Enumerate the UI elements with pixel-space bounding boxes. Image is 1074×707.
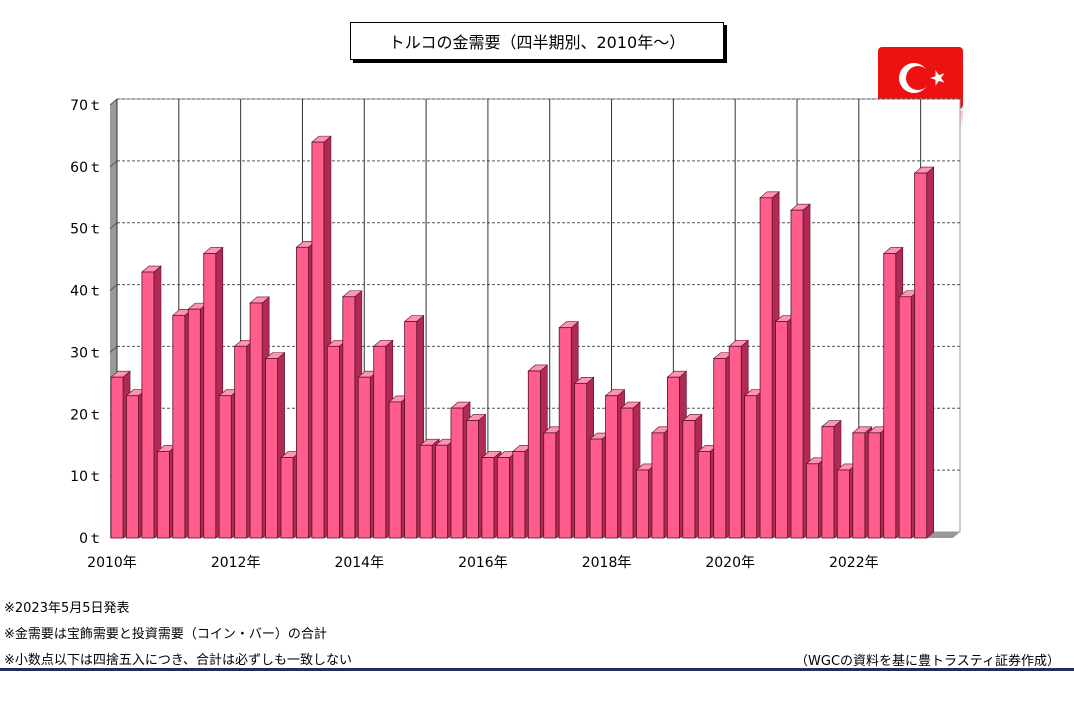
bar-2011Q4 [218,395,232,539]
bar-2022Q3 [883,253,897,539]
y-tick-label: 50ｔ [70,222,102,238]
x-tick-label: 2018年 [582,555,632,571]
x-tick-label: 2022年 [829,555,879,571]
y-tick-label: 10ｔ [70,469,102,485]
y-gridline-diag [109,98,118,106]
bar-2022Q2 [867,432,881,539]
bar-2013Q3 [326,345,340,539]
bar-2016Q4 [527,370,541,539]
y-tick-label: 60ｔ [70,160,102,176]
y-tick-label: 20ｔ [70,407,102,423]
bar-2014Q2 [373,345,387,539]
note-release-date: ※2023年5月5日発表 [4,601,130,616]
bar-2013Q4 [342,296,356,539]
x-tick-label: 2014年 [334,555,384,571]
bar-2011Q2 [187,308,201,539]
bar-2017Q3 [574,382,588,539]
bar-side [926,166,934,539]
bar-2019Q1 [666,376,680,539]
bar-chart: 0ｔ 10ｔ 20ｔ 30ｔ 40ｔ 50ｔ 60ｔ 70ｔ 2010年 2012年 2014年 20… [70,98,961,571]
x-tick-label: 2016年 [458,555,508,571]
x-tick-label: 2012年 [211,555,261,571]
bar-2021Q3 [821,426,835,539]
bar-2012Q3 [265,358,278,539]
note-rounding: ※小数点以下は四捨五入につき、合計は必ずしも一致しない [4,653,352,668]
bottom-divider [0,668,1074,671]
bar-2014Q3 [388,401,402,539]
chart-title: トルコの金需要（四半期別、2010年～） [350,22,724,60]
bar-2023Q1 [914,172,928,539]
bar-2021Q1 [790,209,804,539]
y-tick-label: 40ｔ [70,284,102,300]
bar-2010Q1 [110,376,124,539]
bar-2020Q4 [775,321,789,539]
bar-2018Q3 [636,469,649,539]
y-tick-label: 70ｔ [70,98,102,114]
bar-2012Q2 [249,302,263,539]
bar-2022Q1 [852,432,866,539]
y-tick-label: 30ｔ [70,345,102,361]
bar-2010Q3 [141,271,155,539]
bar-2019Q2 [682,420,696,539]
bar-2019Q4 [713,358,727,539]
bar-2022Q4 [898,296,912,539]
bar-2020Q3 [759,197,773,539]
bar-2015Q4 [466,420,479,539]
bar-2015Q2 [435,444,448,539]
bar-2010Q2 [126,395,139,539]
y-tick-label: 0ｔ [79,531,102,547]
bar-2013Q1 [296,246,309,539]
x-tick-label: 2010年 [87,555,137,571]
bar-2021Q2 [806,463,819,539]
bar-2013Q2 [311,141,325,539]
bar-2020Q1 [728,345,742,539]
bar-2014Q4 [404,321,418,539]
bar-2018Q2 [620,407,634,539]
bar-2018Q4 [651,432,665,539]
bar-2017Q4 [589,438,603,539]
bar-2020Q2 [744,395,758,539]
y-gridline-diag [109,222,118,230]
y-gridline-diag [109,160,118,168]
bar-2016Q3 [512,450,526,539]
bar-2010Q4 [156,450,170,539]
bar-2016Q2 [496,457,510,539]
bar-2015Q1 [419,444,433,539]
x-tick-label: 2020年 [705,555,755,571]
bar-2012Q1 [234,345,248,539]
bar-2014Q1 [357,376,371,539]
bar-2016Q1 [481,457,495,539]
bar-2017Q2 [558,327,572,539]
bar-2018Q1 [605,395,619,539]
y-gridline-diag [109,346,118,353]
bar-2015Q3 [450,407,464,539]
bar-2019Q3 [697,450,711,539]
y-gridline-diag [109,284,118,291]
source-note: （WGCの資料を基に豊トラスティ証券作成） [795,654,1060,669]
bar-2017Q1 [543,432,557,539]
note-definition: ※金需要は宝飾需要と投資需要（コイン・バー）の合計 [4,627,327,642]
bar-2012Q4 [280,457,294,539]
bar-2021Q4 [836,469,850,539]
bar-2011Q1 [172,314,186,539]
bar-2011Q3 [203,253,217,539]
